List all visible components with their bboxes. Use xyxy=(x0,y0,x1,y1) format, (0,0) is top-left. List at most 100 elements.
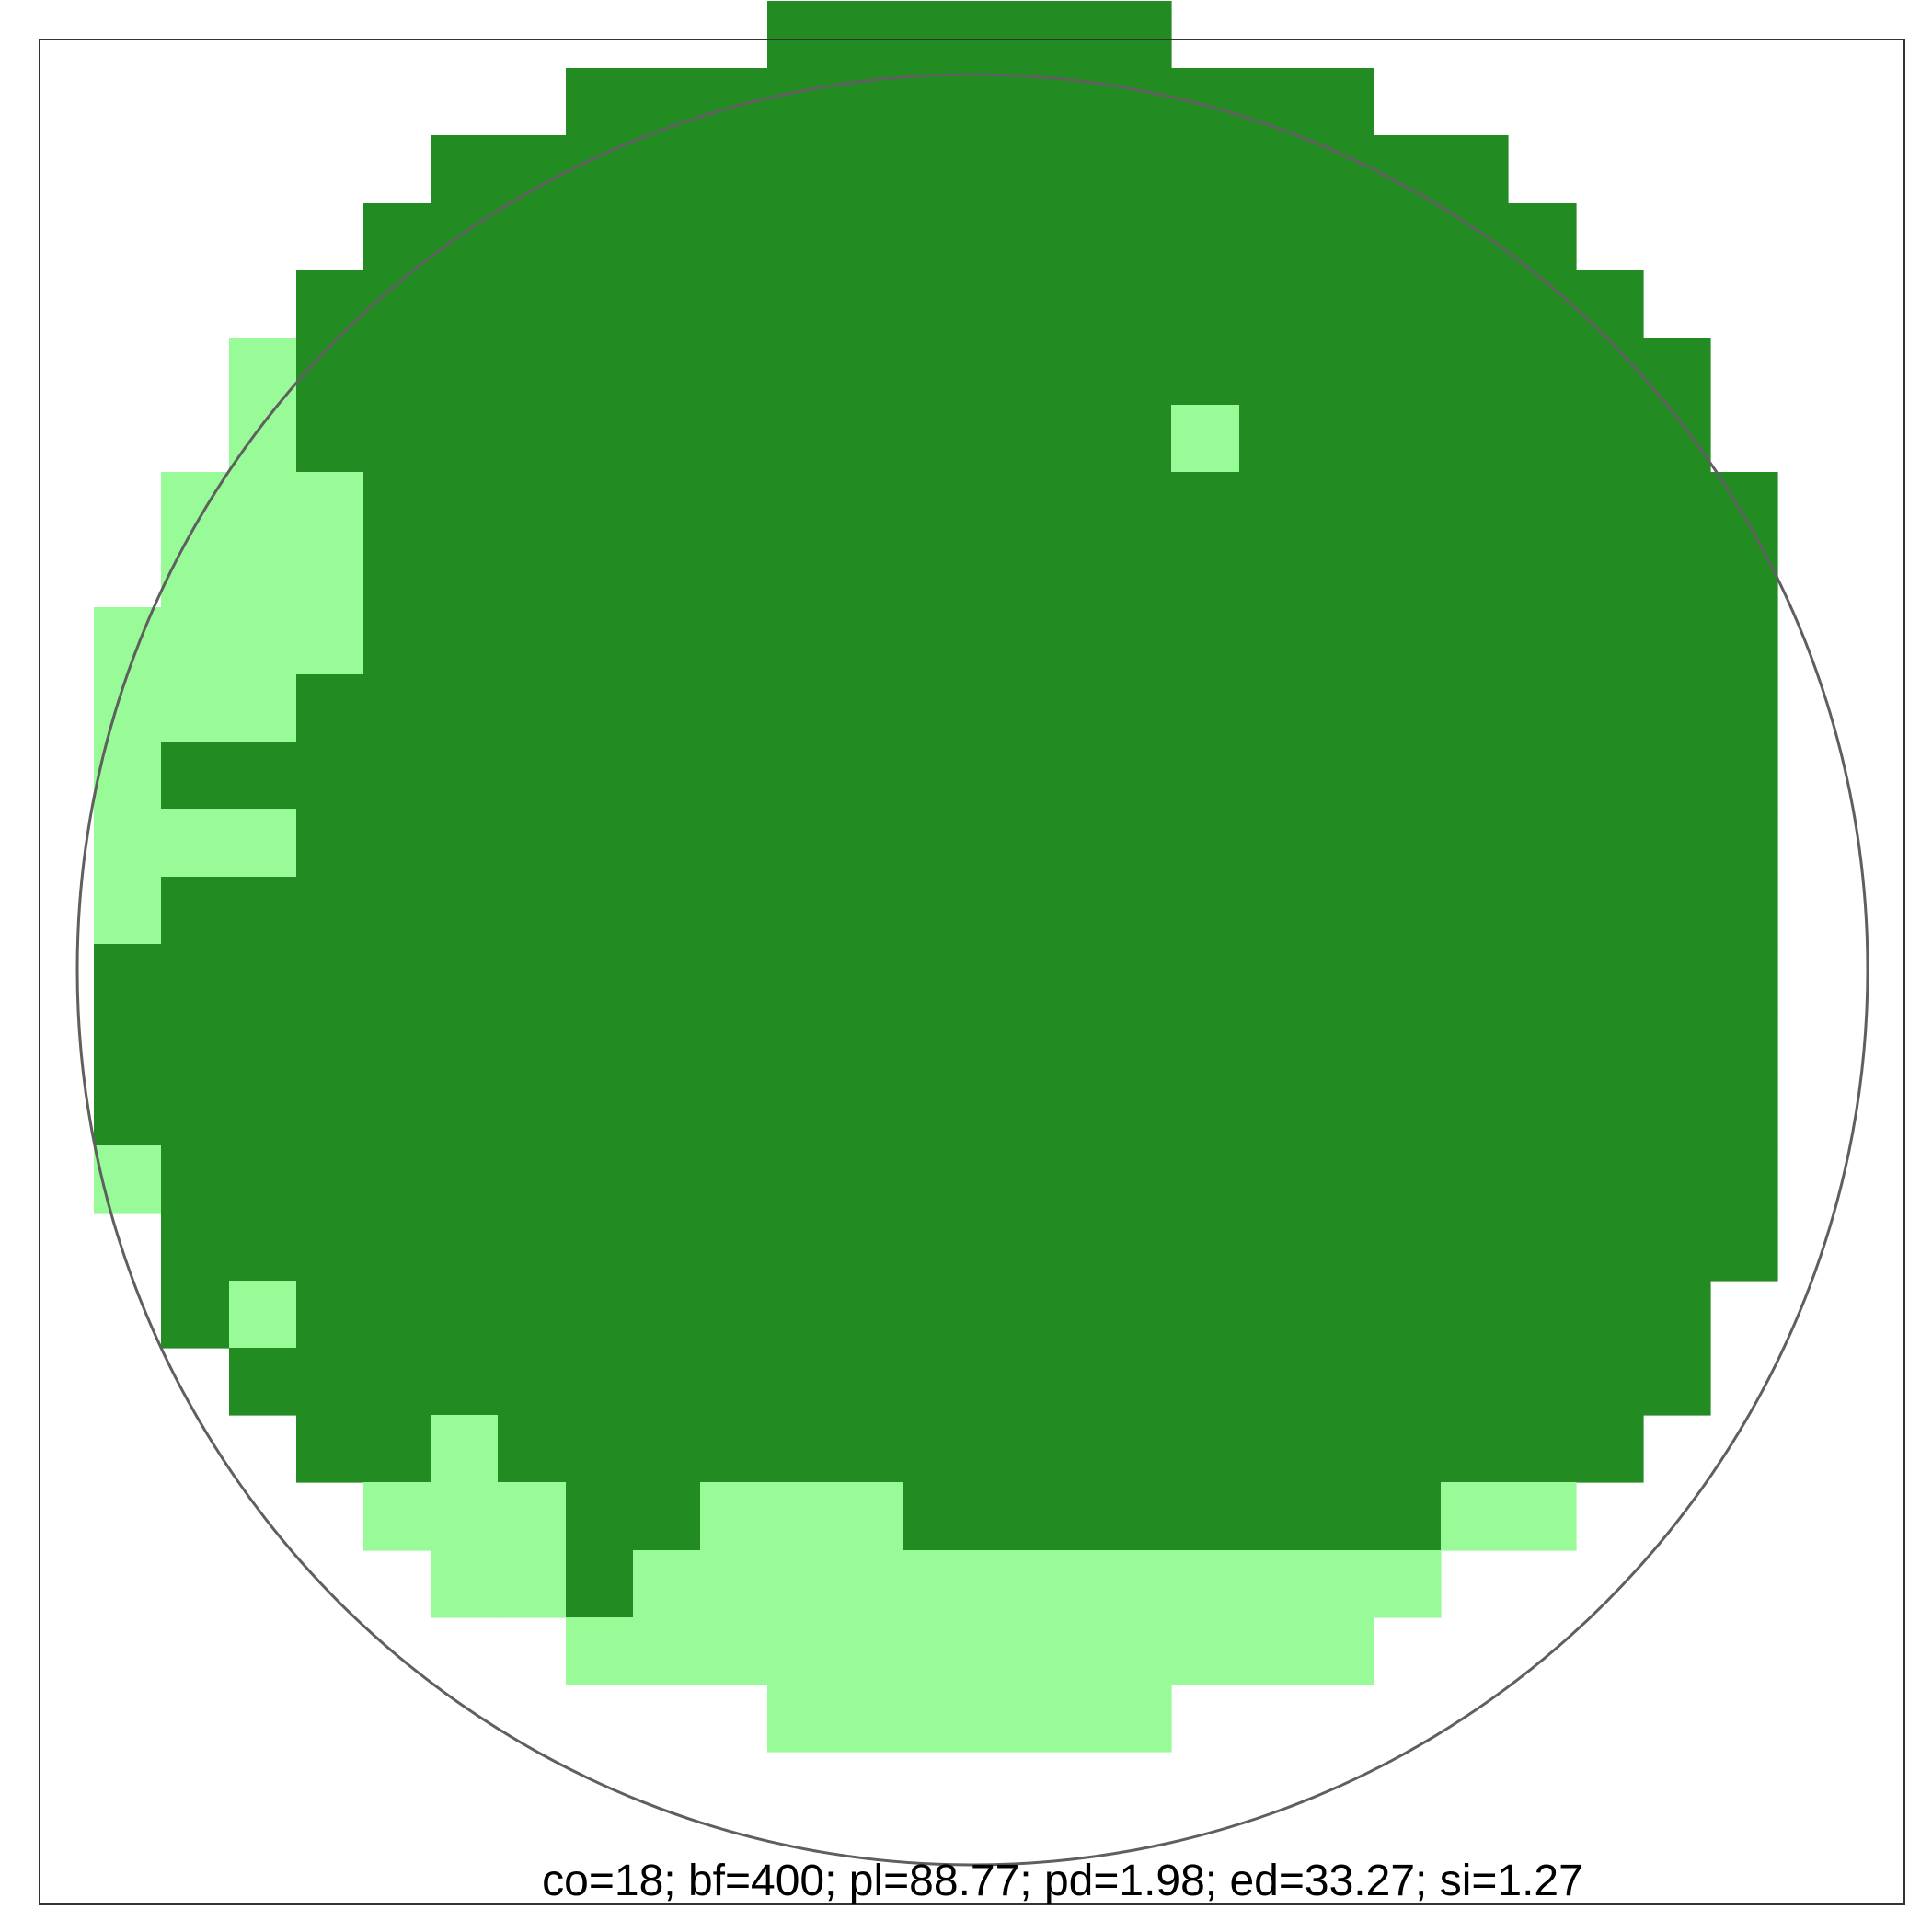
dark-cell xyxy=(431,607,499,675)
dark-cell xyxy=(94,1011,162,1079)
dark-cell xyxy=(1306,1078,1374,1146)
dark-cell xyxy=(970,135,1038,204)
dark-cell xyxy=(498,1348,567,1416)
dark-cell xyxy=(566,809,634,878)
dark-cell xyxy=(1306,472,1374,541)
dark-cell xyxy=(903,472,971,541)
dark-cell xyxy=(161,944,230,1012)
dark-cell xyxy=(1576,944,1644,1012)
dark-cell xyxy=(903,1011,971,1079)
dark-cell xyxy=(1643,472,1711,541)
dark-cell xyxy=(1508,338,1577,406)
dark-cell xyxy=(229,1011,297,1079)
dark-cell xyxy=(363,674,431,742)
dark-cell xyxy=(161,742,230,810)
dark-cell xyxy=(1441,540,1509,608)
light-cell xyxy=(1104,1617,1172,1685)
dark-cell xyxy=(1576,270,1644,339)
dark-cell xyxy=(1710,809,1778,878)
dark-cell xyxy=(633,405,701,473)
dark-cell xyxy=(970,338,1038,406)
dark-cell xyxy=(229,1348,297,1416)
dark-cell xyxy=(1508,1213,1577,1282)
dark-cell xyxy=(834,135,903,204)
dark-cell xyxy=(1037,1415,1105,1483)
dark-cell xyxy=(1037,135,1105,204)
light-cell xyxy=(1037,1617,1105,1685)
dark-cell xyxy=(834,674,903,742)
dark-cell xyxy=(566,405,634,473)
light-cell xyxy=(970,1617,1038,1685)
dark-cell xyxy=(1171,607,1240,675)
dark-cell xyxy=(767,1415,835,1483)
dark-cell xyxy=(1104,1078,1172,1146)
dark-cell xyxy=(1171,1213,1240,1282)
light-cell xyxy=(229,540,297,608)
dark-cell xyxy=(633,877,701,945)
dark-cell xyxy=(498,877,567,945)
light-cell xyxy=(94,607,162,675)
dark-cell xyxy=(970,270,1038,339)
dark-cell xyxy=(1239,944,1307,1012)
dark-cell xyxy=(903,1482,971,1551)
dark-cell xyxy=(633,1415,701,1483)
dark-cell xyxy=(633,270,701,339)
dark-cell xyxy=(700,472,768,541)
dark-cell xyxy=(1306,68,1374,136)
light-cell xyxy=(767,1617,835,1685)
dark-cell xyxy=(1508,472,1577,541)
dark-cell xyxy=(1374,607,1442,675)
dark-cell xyxy=(767,405,835,473)
light-cell xyxy=(1239,1617,1307,1685)
dark-cell xyxy=(1037,742,1105,810)
dark-cell xyxy=(1239,1145,1307,1214)
dark-cell xyxy=(903,1145,971,1214)
light-cell xyxy=(296,540,364,608)
light-cell xyxy=(903,1685,971,1753)
dark-cell xyxy=(1576,674,1644,742)
dark-cell xyxy=(229,877,297,945)
light-cell xyxy=(1374,1550,1442,1618)
dark-cell xyxy=(834,405,903,473)
dark-cell xyxy=(633,1281,701,1349)
dark-cell xyxy=(700,1213,768,1282)
dark-cell xyxy=(1171,1011,1240,1079)
dark-cell xyxy=(1576,1281,1644,1349)
dark-cell xyxy=(1104,877,1172,945)
dark-cell xyxy=(1441,472,1509,541)
dark-cell xyxy=(970,1,1038,69)
dark-cell xyxy=(1576,405,1644,473)
dark-cell xyxy=(1643,944,1711,1012)
dark-cell xyxy=(498,1011,567,1079)
dark-cell xyxy=(498,1078,567,1146)
light-cell xyxy=(700,1482,768,1551)
dark-cell xyxy=(1104,944,1172,1012)
dark-cell xyxy=(700,674,768,742)
dark-cell xyxy=(1306,1281,1374,1349)
dark-cell xyxy=(296,877,364,945)
dark-cell xyxy=(767,338,835,406)
dark-cell xyxy=(1171,1482,1240,1551)
dark-cell xyxy=(431,405,499,473)
dark-cell xyxy=(296,944,364,1012)
dark-cell xyxy=(1374,405,1442,473)
dark-cell xyxy=(1306,405,1374,473)
dark-cell xyxy=(1037,1213,1105,1282)
dark-cell xyxy=(633,1145,701,1214)
dark-cell xyxy=(1508,1078,1577,1146)
dark-cell xyxy=(903,1078,971,1146)
dark-cell xyxy=(431,742,499,810)
dark-cell xyxy=(970,877,1038,945)
dark-cell xyxy=(1239,338,1307,406)
dark-cell xyxy=(431,1348,499,1416)
dark-cell xyxy=(767,472,835,541)
dark-cell xyxy=(1239,1213,1307,1282)
dark-cell xyxy=(1171,877,1240,945)
dark-cell xyxy=(633,68,701,136)
dark-cell xyxy=(1239,1415,1307,1483)
dark-cell xyxy=(903,1213,971,1282)
dark-cell xyxy=(1710,540,1778,608)
dark-cell xyxy=(1508,877,1577,945)
dark-cell xyxy=(498,135,567,204)
dark-cell xyxy=(566,1348,634,1416)
